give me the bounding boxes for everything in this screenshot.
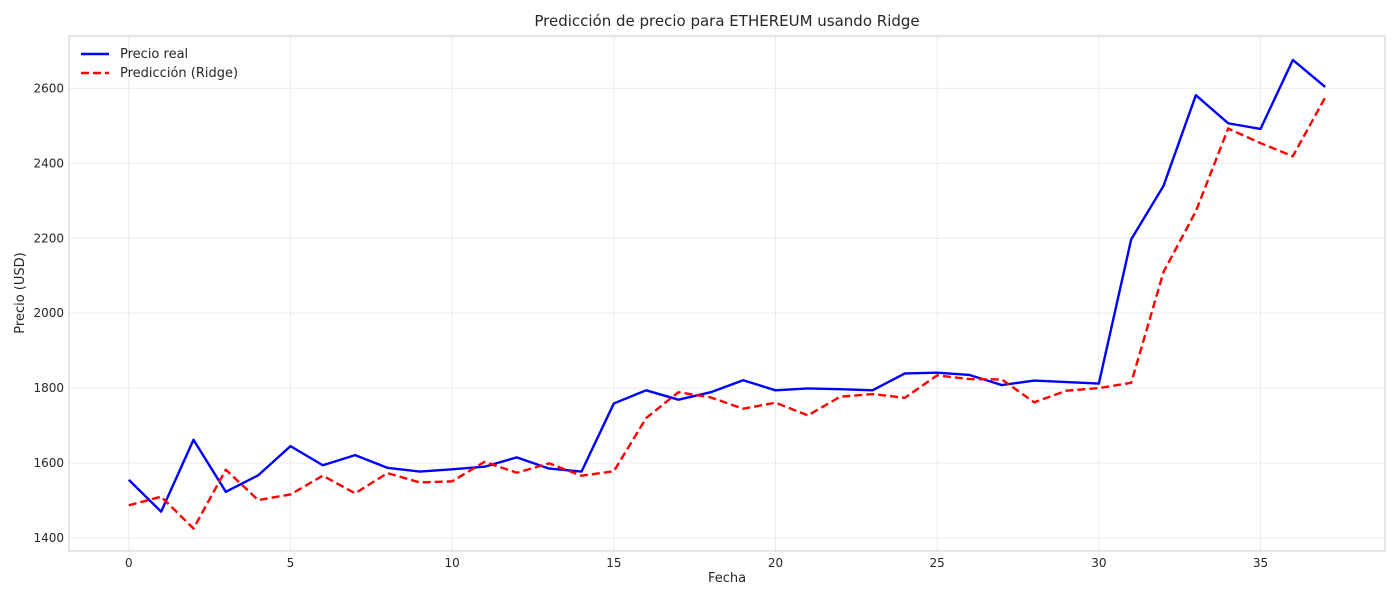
x-tick-label: 5 bbox=[287, 556, 295, 570]
y-axis-label: Precio (USD) bbox=[13, 252, 28, 333]
x-axis-label: Fecha bbox=[708, 571, 746, 586]
y-tick-label: 1600 bbox=[33, 456, 64, 470]
legend: Precio real Predicción (Ridge) bbox=[81, 47, 238, 81]
x-tick-label: 15 bbox=[606, 556, 621, 570]
grid bbox=[69, 36, 1385, 551]
series-line-prediccion-ridge bbox=[128, 96, 1327, 530]
y-tick-label: 2000 bbox=[33, 306, 64, 320]
series-line-precio-real bbox=[127, 58, 1326, 513]
legend-label: Precio real bbox=[120, 47, 188, 62]
x-axis-ticks: 0 5 10 15 20 25 30 35 bbox=[125, 556, 1268, 570]
y-tick-label: 2400 bbox=[33, 156, 64, 170]
chart-title: Predicción de precio para ETHEREUM usand… bbox=[534, 12, 919, 30]
y-axis-ticks: 1400 1600 1800 2000 2200 2400 2600 bbox=[33, 81, 64, 544]
y-tick-label: 1400 bbox=[33, 531, 64, 545]
x-tick-label: 30 bbox=[1091, 556, 1106, 570]
y-tick-label: 2200 bbox=[33, 231, 64, 245]
series-group bbox=[127, 58, 1327, 530]
legend-label: Predicción (Ridge) bbox=[120, 66, 238, 81]
y-tick-label: 1800 bbox=[33, 381, 64, 395]
plot-frame bbox=[68, 35, 1386, 552]
x-tick-label: 0 bbox=[125, 556, 133, 570]
x-tick-label: 10 bbox=[445, 556, 460, 570]
y-tick-label: 2600 bbox=[33, 81, 64, 95]
x-tick-label: 35 bbox=[1253, 556, 1268, 570]
x-tick-label: 20 bbox=[768, 556, 783, 570]
x-tick-label: 25 bbox=[930, 556, 945, 570]
